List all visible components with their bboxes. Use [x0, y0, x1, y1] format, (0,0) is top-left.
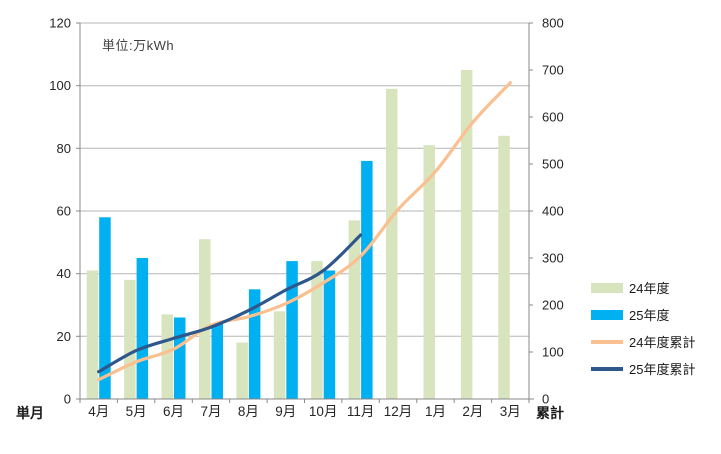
- line-25年度累計: [97, 233, 363, 374]
- bar-24年度: [161, 314, 173, 399]
- y-axis-left-tick-label: 60: [57, 204, 71, 219]
- legend-label: 25年度累計: [629, 362, 696, 377]
- x-axis-month-label: 7月: [200, 404, 221, 419]
- legend-label: 25年度: [629, 308, 670, 323]
- x-axis-title-cumulative: 累計: [536, 405, 564, 421]
- bar-24年度: [124, 279, 136, 399]
- legend-swatch-bar: [591, 309, 623, 320]
- bar-25年度: [248, 289, 261, 399]
- bar-24年度: [199, 239, 211, 399]
- bar-25年度: [174, 317, 186, 399]
- bar-24年度: [348, 220, 361, 399]
- x-axis-month-label: 6月: [163, 404, 184, 419]
- bar-24年度: [460, 70, 473, 399]
- bar-25年度: [323, 270, 336, 399]
- y-axis-left-tick-label: 40: [57, 266, 71, 281]
- x-axis-month-label: 10月: [309, 404, 338, 419]
- x-axis-month-label: 4月: [88, 404, 109, 419]
- y-axis-right-tick-label: 400: [542, 204, 564, 219]
- y-axis-right-tick-label: 0: [542, 392, 549, 407]
- x-axis-month-label: 9月: [275, 404, 296, 419]
- x-axis-month-label: 5月: [126, 404, 147, 419]
- bar-24年度: [423, 145, 435, 399]
- bar-24年度: [86, 270, 99, 399]
- bar-24年度: [236, 342, 248, 399]
- bar-24年度: [386, 88, 398, 400]
- bar-25年度: [211, 323, 223, 399]
- y-axis-right-tick-label: 600: [542, 110, 564, 125]
- x-axis-month-label: 1月: [425, 404, 446, 419]
- x-axis-title-monthly: 単月: [16, 405, 44, 421]
- y-axis-left-tick-label: 0: [64, 392, 71, 407]
- legend-swatch-bar: [591, 282, 623, 293]
- x-axis-month-label: 12月: [384, 404, 413, 419]
- bar-25年度: [361, 160, 373, 399]
- y-axis-right-tick-label: 200: [542, 298, 564, 313]
- bar-25年度: [99, 217, 111, 399]
- y-axis-left-tick-label: 80: [57, 141, 71, 156]
- legend-label: 24年度累計: [629, 335, 696, 350]
- legend-item-25年度: 25年度: [591, 301, 695, 328]
- unit-annotation: 単位:万kWh: [102, 38, 175, 53]
- legend-item-24年度: 24年度: [591, 274, 695, 301]
- legend: 24年度 25年度 24年度累計 25年度累計: [591, 274, 695, 382]
- bar-24年度: [311, 261, 323, 399]
- bar-24年度: [273, 311, 286, 399]
- y-axis-right-tick-label: 700: [542, 63, 564, 78]
- legend-swatch-line: [591, 366, 623, 371]
- y-axis-right-tick-label: 100: [542, 345, 564, 360]
- y-axis-right-tick-label: 800: [542, 16, 564, 31]
- legend-item-25年度累計: 25年度累計: [591, 355, 695, 382]
- legend-label: 24年度: [629, 281, 670, 296]
- x-axis-month-label: 11月: [347, 404, 375, 419]
- legend-swatch-line: [591, 339, 623, 344]
- y-axis-right-tick-label: 300: [542, 251, 564, 266]
- y-axis-left-tick-label: 20: [57, 329, 71, 344]
- bar-25年度: [136, 258, 149, 399]
- legend-item-24年度累計: 24年度累計: [591, 328, 695, 355]
- line-24年度累計: [97, 81, 512, 382]
- y-axis-right-tick-label: 500: [542, 157, 564, 172]
- y-axis-left-tick-label: 100: [49, 78, 71, 93]
- x-axis-month-label: 3月: [500, 404, 521, 419]
- x-axis-month-label: 8月: [238, 404, 259, 419]
- bar-24年度: [498, 135, 510, 400]
- x-axis-month-label: 2月: [462, 404, 483, 419]
- bar-25年度: [286, 261, 298, 399]
- y-axis-left-tick-label: 120: [49, 16, 71, 31]
